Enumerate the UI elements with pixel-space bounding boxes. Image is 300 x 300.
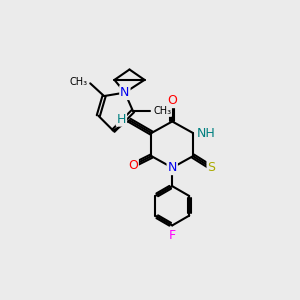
Text: O: O [128,159,138,172]
Text: N: N [167,161,177,174]
Text: O: O [167,94,177,107]
Text: CH₃: CH₃ [153,106,171,116]
Text: S: S [208,161,215,174]
Text: F: F [169,229,176,242]
Text: N: N [120,86,130,99]
Text: CH₃: CH₃ [69,76,88,86]
Text: NH: NH [196,127,215,140]
Text: H: H [117,113,126,126]
